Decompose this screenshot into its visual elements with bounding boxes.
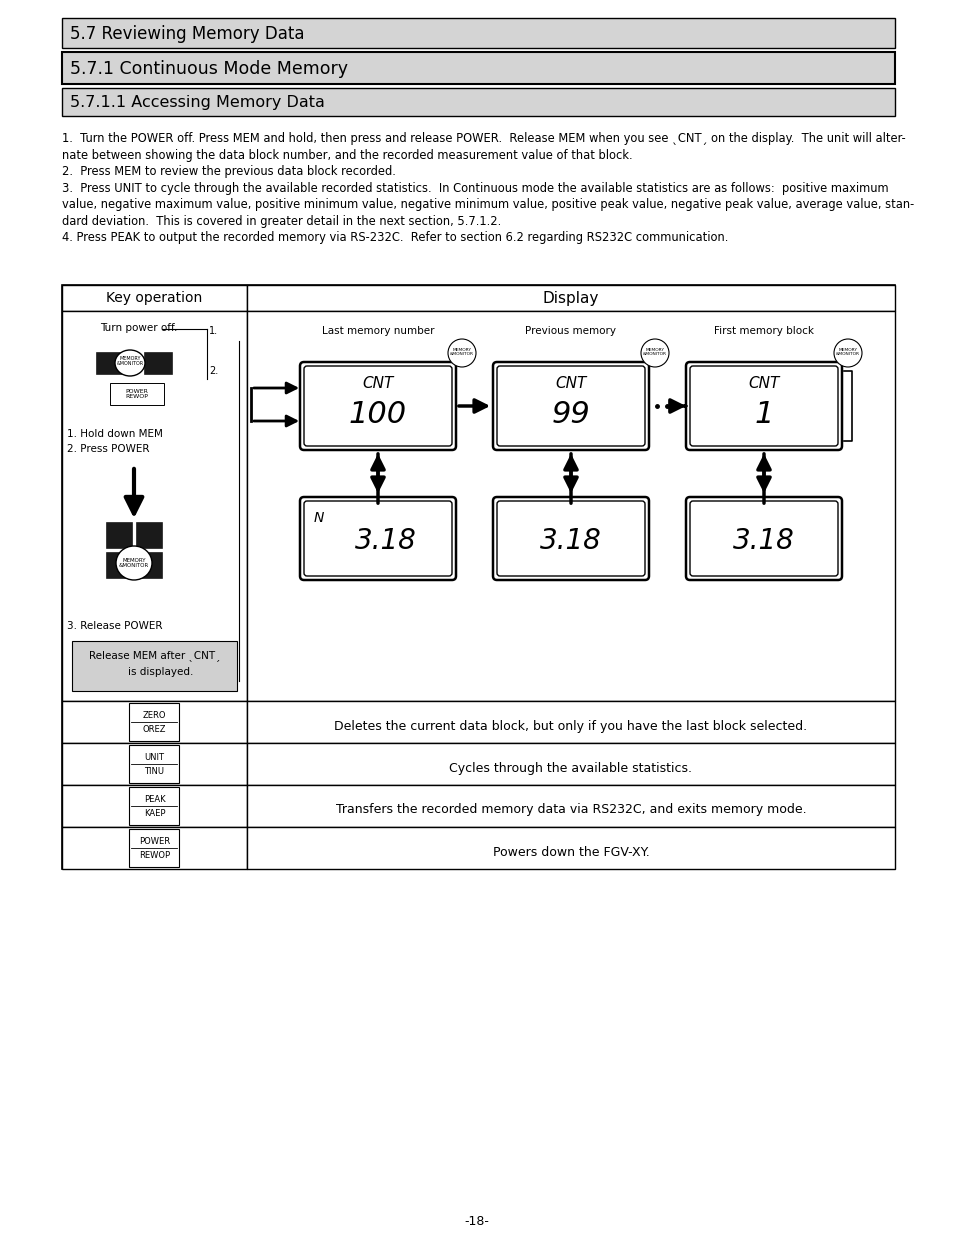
Bar <box>247 285 894 311</box>
Text: 3.18: 3.18 <box>732 526 794 555</box>
Text: Key operation: Key operation <box>107 291 202 305</box>
FancyBboxPatch shape <box>685 362 841 450</box>
Text: ZERO: ZERO <box>143 710 166 720</box>
Text: KAEP: KAEP <box>144 809 165 818</box>
FancyBboxPatch shape <box>304 366 452 446</box>
Text: 3. Release POWER: 3. Release POWER <box>67 621 162 631</box>
Text: 5.7 Reviewing Memory Data: 5.7 Reviewing Memory Data <box>70 25 304 43</box>
Text: CNT: CNT <box>362 375 394 391</box>
Bar <box>62 827 247 869</box>
Text: 2.  Press MEM to review the previous data block recorded.: 2. Press MEM to review the previous data… <box>62 165 395 178</box>
Bar <box>62 19 894 48</box>
Bar <box>106 522 132 548</box>
FancyBboxPatch shape <box>299 496 456 580</box>
FancyBboxPatch shape <box>685 496 841 580</box>
Text: CNT: CNT <box>555 375 586 391</box>
Bar <box>136 552 162 578</box>
Text: MEMORY
&MONITOR: MEMORY &MONITOR <box>119 558 149 568</box>
Text: Transfers the recorded memory data via RS232C, and exits memory mode.: Transfers the recorded memory data via R… <box>335 804 805 816</box>
Bar <box>62 88 894 116</box>
Text: REWOP: REWOP <box>139 851 170 860</box>
Bar <box>62 701 247 743</box>
Bar <box>96 352 124 374</box>
FancyBboxPatch shape <box>299 362 456 450</box>
Text: UNIT: UNIT <box>144 752 164 762</box>
Text: MEMORY
&MONITOR: MEMORY &MONITOR <box>835 348 859 356</box>
Bar <box>62 52 894 84</box>
Text: 5.7.1.1 Accessing Memory Data: 5.7.1.1 Accessing Memory Data <box>70 95 325 110</box>
Text: MEMORY
&MONITOR: MEMORY &MONITOR <box>450 348 474 356</box>
Text: POWER: POWER <box>139 836 170 846</box>
Text: 99: 99 <box>551 399 590 429</box>
Bar <box>247 785 894 827</box>
Bar <box>136 522 162 548</box>
FancyBboxPatch shape <box>304 501 452 576</box>
Text: Turn power off.: Turn power off. <box>100 324 177 333</box>
Bar <box>106 552 132 578</box>
Text: 3.  Press UNIT to cycle through the available recorded statistics.  In Continuou: 3. Press UNIT to cycle through the avail… <box>62 182 887 194</box>
FancyBboxPatch shape <box>130 703 179 741</box>
Text: OREZ: OREZ <box>143 725 166 734</box>
FancyBboxPatch shape <box>493 362 648 450</box>
Text: 3.18: 3.18 <box>539 526 601 555</box>
Text: Cycles through the available statistics.: Cycles through the available statistics. <box>449 762 692 774</box>
Text: 1. Hold down MEM: 1. Hold down MEM <box>67 429 163 438</box>
Text: Previous memory: Previous memory <box>525 326 616 336</box>
Text: PEAK: PEAK <box>144 794 165 804</box>
Text: 3.18: 3.18 <box>355 526 416 555</box>
Text: Deletes the current data block, but only if you have the last block selected.: Deletes the current data block, but only… <box>335 720 807 732</box>
Text: is displayed.: is displayed. <box>115 667 193 677</box>
Bar <box>247 701 894 743</box>
Text: Release MEM after ˎCNTˏ: Release MEM after ˎCNTˏ <box>89 651 220 662</box>
Text: 5.7.1 Continuous Mode Memory: 5.7.1 Continuous Mode Memory <box>70 61 348 78</box>
Ellipse shape <box>448 338 476 367</box>
FancyBboxPatch shape <box>497 501 644 576</box>
Text: 1.: 1. <box>209 326 218 336</box>
Text: Last memory number: Last memory number <box>321 326 434 336</box>
Bar <box>62 785 247 827</box>
Bar <box>247 827 894 869</box>
Bar <box>144 352 172 374</box>
Bar <box>247 311 894 701</box>
FancyBboxPatch shape <box>689 501 837 576</box>
Ellipse shape <box>833 338 862 367</box>
Text: CNT: CNT <box>747 375 779 391</box>
Ellipse shape <box>115 350 145 375</box>
Text: value, negative maximum value, positive minimum value, negative minimum value, p: value, negative maximum value, positive … <box>62 198 913 211</box>
Bar <box>71 641 236 692</box>
Bar <box>62 311 247 701</box>
FancyBboxPatch shape <box>130 829 179 867</box>
Text: -18-: -18- <box>464 1215 489 1228</box>
Text: 4. Press PEAK to output the recorded memory via RS-232C.  Refer to section 6.2 r: 4. Press PEAK to output the recorded mem… <box>62 231 727 245</box>
FancyBboxPatch shape <box>493 496 648 580</box>
FancyBboxPatch shape <box>130 787 179 825</box>
FancyBboxPatch shape <box>130 745 179 783</box>
Text: Powers down the FGV-XY.: Powers down the FGV-XY. <box>492 846 649 858</box>
Text: First memory block: First memory block <box>713 326 813 336</box>
Text: POWER
REWOP: POWER REWOP <box>126 389 149 399</box>
Text: 2. Press POWER: 2. Press POWER <box>67 445 150 454</box>
Ellipse shape <box>640 338 668 367</box>
FancyBboxPatch shape <box>497 366 644 446</box>
FancyBboxPatch shape <box>689 366 837 446</box>
Text: nate between showing the data block number, and the recorded measurement value o: nate between showing the data block numb… <box>62 148 632 162</box>
Bar <box>247 743 894 785</box>
Text: N: N <box>314 511 324 525</box>
Ellipse shape <box>116 546 152 580</box>
Text: 2.: 2. <box>209 366 218 375</box>
Text: 1.  Turn the POWER off. Press MEM and hold, then press and release POWER.  Relea: 1. Turn the POWER off. Press MEM and hol… <box>62 132 904 144</box>
Text: dard deviation.  This is covered in greater detail in the next section, 5.7.1.2.: dard deviation. This is covered in great… <box>62 215 500 227</box>
Bar <box>62 285 247 311</box>
Text: Display: Display <box>542 291 598 306</box>
Text: 100: 100 <box>349 399 407 429</box>
Bar <box>62 285 894 869</box>
Bar <box>62 743 247 785</box>
Text: TINU: TINU <box>144 767 164 776</box>
Text: MEMORY
&MONITOR: MEMORY &MONITOR <box>642 348 666 356</box>
FancyBboxPatch shape <box>110 383 164 405</box>
Text: 1: 1 <box>754 399 773 429</box>
Text: MEMORY
&MONITOR: MEMORY &MONITOR <box>116 356 143 366</box>
